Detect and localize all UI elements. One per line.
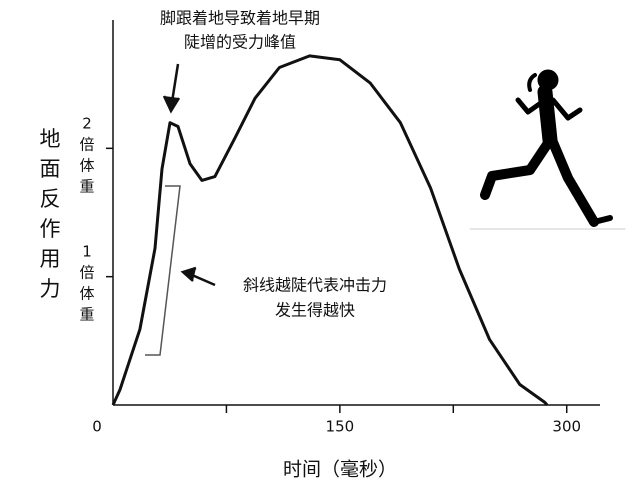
annotation-text: 脚跟着地导致着地早期 (160, 9, 320, 28)
annotation-text: 发生得越快 (275, 301, 355, 320)
x-tick-label: 300 (552, 418, 581, 436)
annotation-arrows (145, 63, 216, 356)
data-line (111, 54, 549, 406)
runner-illustration (469, 69, 626, 230)
x-axis-label: 时间（毫秒） (283, 459, 397, 481)
annotation-text: 陡增的受力峰值 (184, 33, 296, 52)
y-tick-label: 2 倍体重 (79, 114, 94, 195)
annotation-text: 斜线越陡代表冲击力 (243, 276, 387, 295)
x-tick-label: 0 (92, 418, 102, 436)
y-tick-label: 1 倍体重 (79, 242, 94, 323)
y-axis-label: 地面反作用力 (40, 127, 61, 301)
x-tick-label: 150 (326, 418, 355, 436)
